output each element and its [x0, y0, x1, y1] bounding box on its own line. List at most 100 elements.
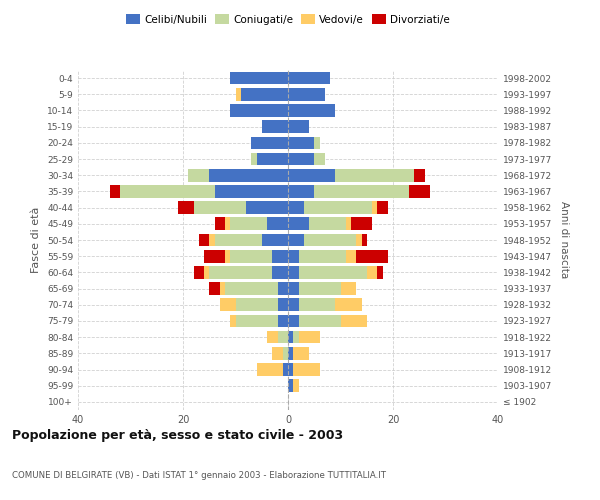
Bar [288, 347, 293, 360]
Bar [230, 72, 288, 85]
Bar [341, 282, 356, 295]
Bar [246, 202, 288, 214]
Bar [377, 202, 388, 214]
Bar [299, 250, 346, 262]
Bar [288, 72, 330, 85]
Bar [346, 250, 356, 262]
Bar [251, 152, 257, 166]
Y-axis label: Anni di nascita: Anni di nascita [559, 202, 569, 278]
Legend: Celibi/Nubili, Coniugati/e, Vedovi/e, Divorziati/e: Celibi/Nubili, Coniugati/e, Vedovi/e, Di… [122, 10, 454, 29]
Bar [209, 266, 272, 278]
Bar [288, 266, 299, 278]
Bar [299, 282, 341, 295]
Bar [288, 380, 293, 392]
Text: Popolazione per età, sesso e stato civile - 2003: Popolazione per età, sesso e stato civil… [12, 430, 343, 442]
Bar [293, 347, 309, 360]
Bar [288, 314, 299, 328]
Bar [288, 202, 304, 214]
Bar [225, 218, 230, 230]
Bar [288, 234, 304, 246]
Bar [288, 250, 299, 262]
Bar [288, 136, 314, 149]
Bar [199, 234, 209, 246]
Bar [304, 234, 356, 246]
Bar [215, 185, 288, 198]
Bar [293, 380, 299, 392]
Bar [377, 266, 383, 278]
Bar [215, 218, 225, 230]
Bar [335, 169, 414, 181]
Bar [283, 347, 288, 360]
Bar [299, 331, 320, 344]
Bar [225, 282, 277, 295]
Bar [314, 152, 325, 166]
Bar [309, 218, 346, 230]
Bar [220, 298, 235, 311]
Bar [230, 314, 235, 328]
Bar [272, 347, 283, 360]
Bar [288, 298, 299, 311]
Bar [341, 314, 367, 328]
Bar [272, 250, 288, 262]
Bar [361, 234, 367, 246]
Bar [267, 331, 277, 344]
Bar [209, 169, 288, 181]
Bar [314, 136, 320, 149]
Bar [288, 169, 335, 181]
Bar [288, 363, 293, 376]
Bar [262, 120, 288, 133]
Bar [277, 298, 288, 311]
Bar [351, 218, 372, 230]
Text: COMUNE DI BELGIRATE (VB) - Dati ISTAT 1° gennaio 2003 - Elaborazione TUTTITALIA.: COMUNE DI BELGIRATE (VB) - Dati ISTAT 1°… [12, 471, 386, 480]
Bar [288, 282, 299, 295]
Bar [209, 282, 220, 295]
Bar [314, 185, 409, 198]
Bar [257, 152, 288, 166]
Bar [178, 202, 193, 214]
Bar [235, 314, 277, 328]
Bar [235, 298, 277, 311]
Bar [288, 152, 314, 166]
Bar [414, 169, 425, 181]
Bar [225, 250, 230, 262]
Bar [230, 218, 267, 230]
Bar [204, 266, 209, 278]
Bar [288, 104, 335, 117]
Bar [204, 250, 225, 262]
Bar [372, 202, 377, 214]
Bar [193, 202, 246, 214]
Bar [288, 185, 314, 198]
Bar [230, 104, 288, 117]
Bar [251, 136, 288, 149]
Bar [277, 314, 288, 328]
Bar [283, 363, 288, 376]
Bar [241, 88, 288, 101]
Bar [272, 266, 288, 278]
Bar [209, 234, 215, 246]
Bar [215, 234, 262, 246]
Bar [220, 282, 225, 295]
Bar [293, 363, 320, 376]
Bar [262, 234, 288, 246]
Y-axis label: Fasce di età: Fasce di età [31, 207, 41, 273]
Bar [235, 88, 241, 101]
Bar [335, 298, 361, 311]
Bar [356, 234, 361, 246]
Bar [299, 298, 335, 311]
Bar [367, 266, 377, 278]
Bar [257, 363, 283, 376]
Bar [409, 185, 430, 198]
Bar [346, 218, 351, 230]
Bar [304, 202, 372, 214]
Bar [288, 218, 309, 230]
Bar [109, 185, 120, 198]
Bar [288, 88, 325, 101]
Bar [299, 314, 341, 328]
Bar [299, 266, 367, 278]
Bar [188, 169, 209, 181]
Bar [277, 331, 288, 344]
Bar [356, 250, 388, 262]
Bar [193, 266, 204, 278]
Bar [288, 331, 293, 344]
Bar [120, 185, 215, 198]
